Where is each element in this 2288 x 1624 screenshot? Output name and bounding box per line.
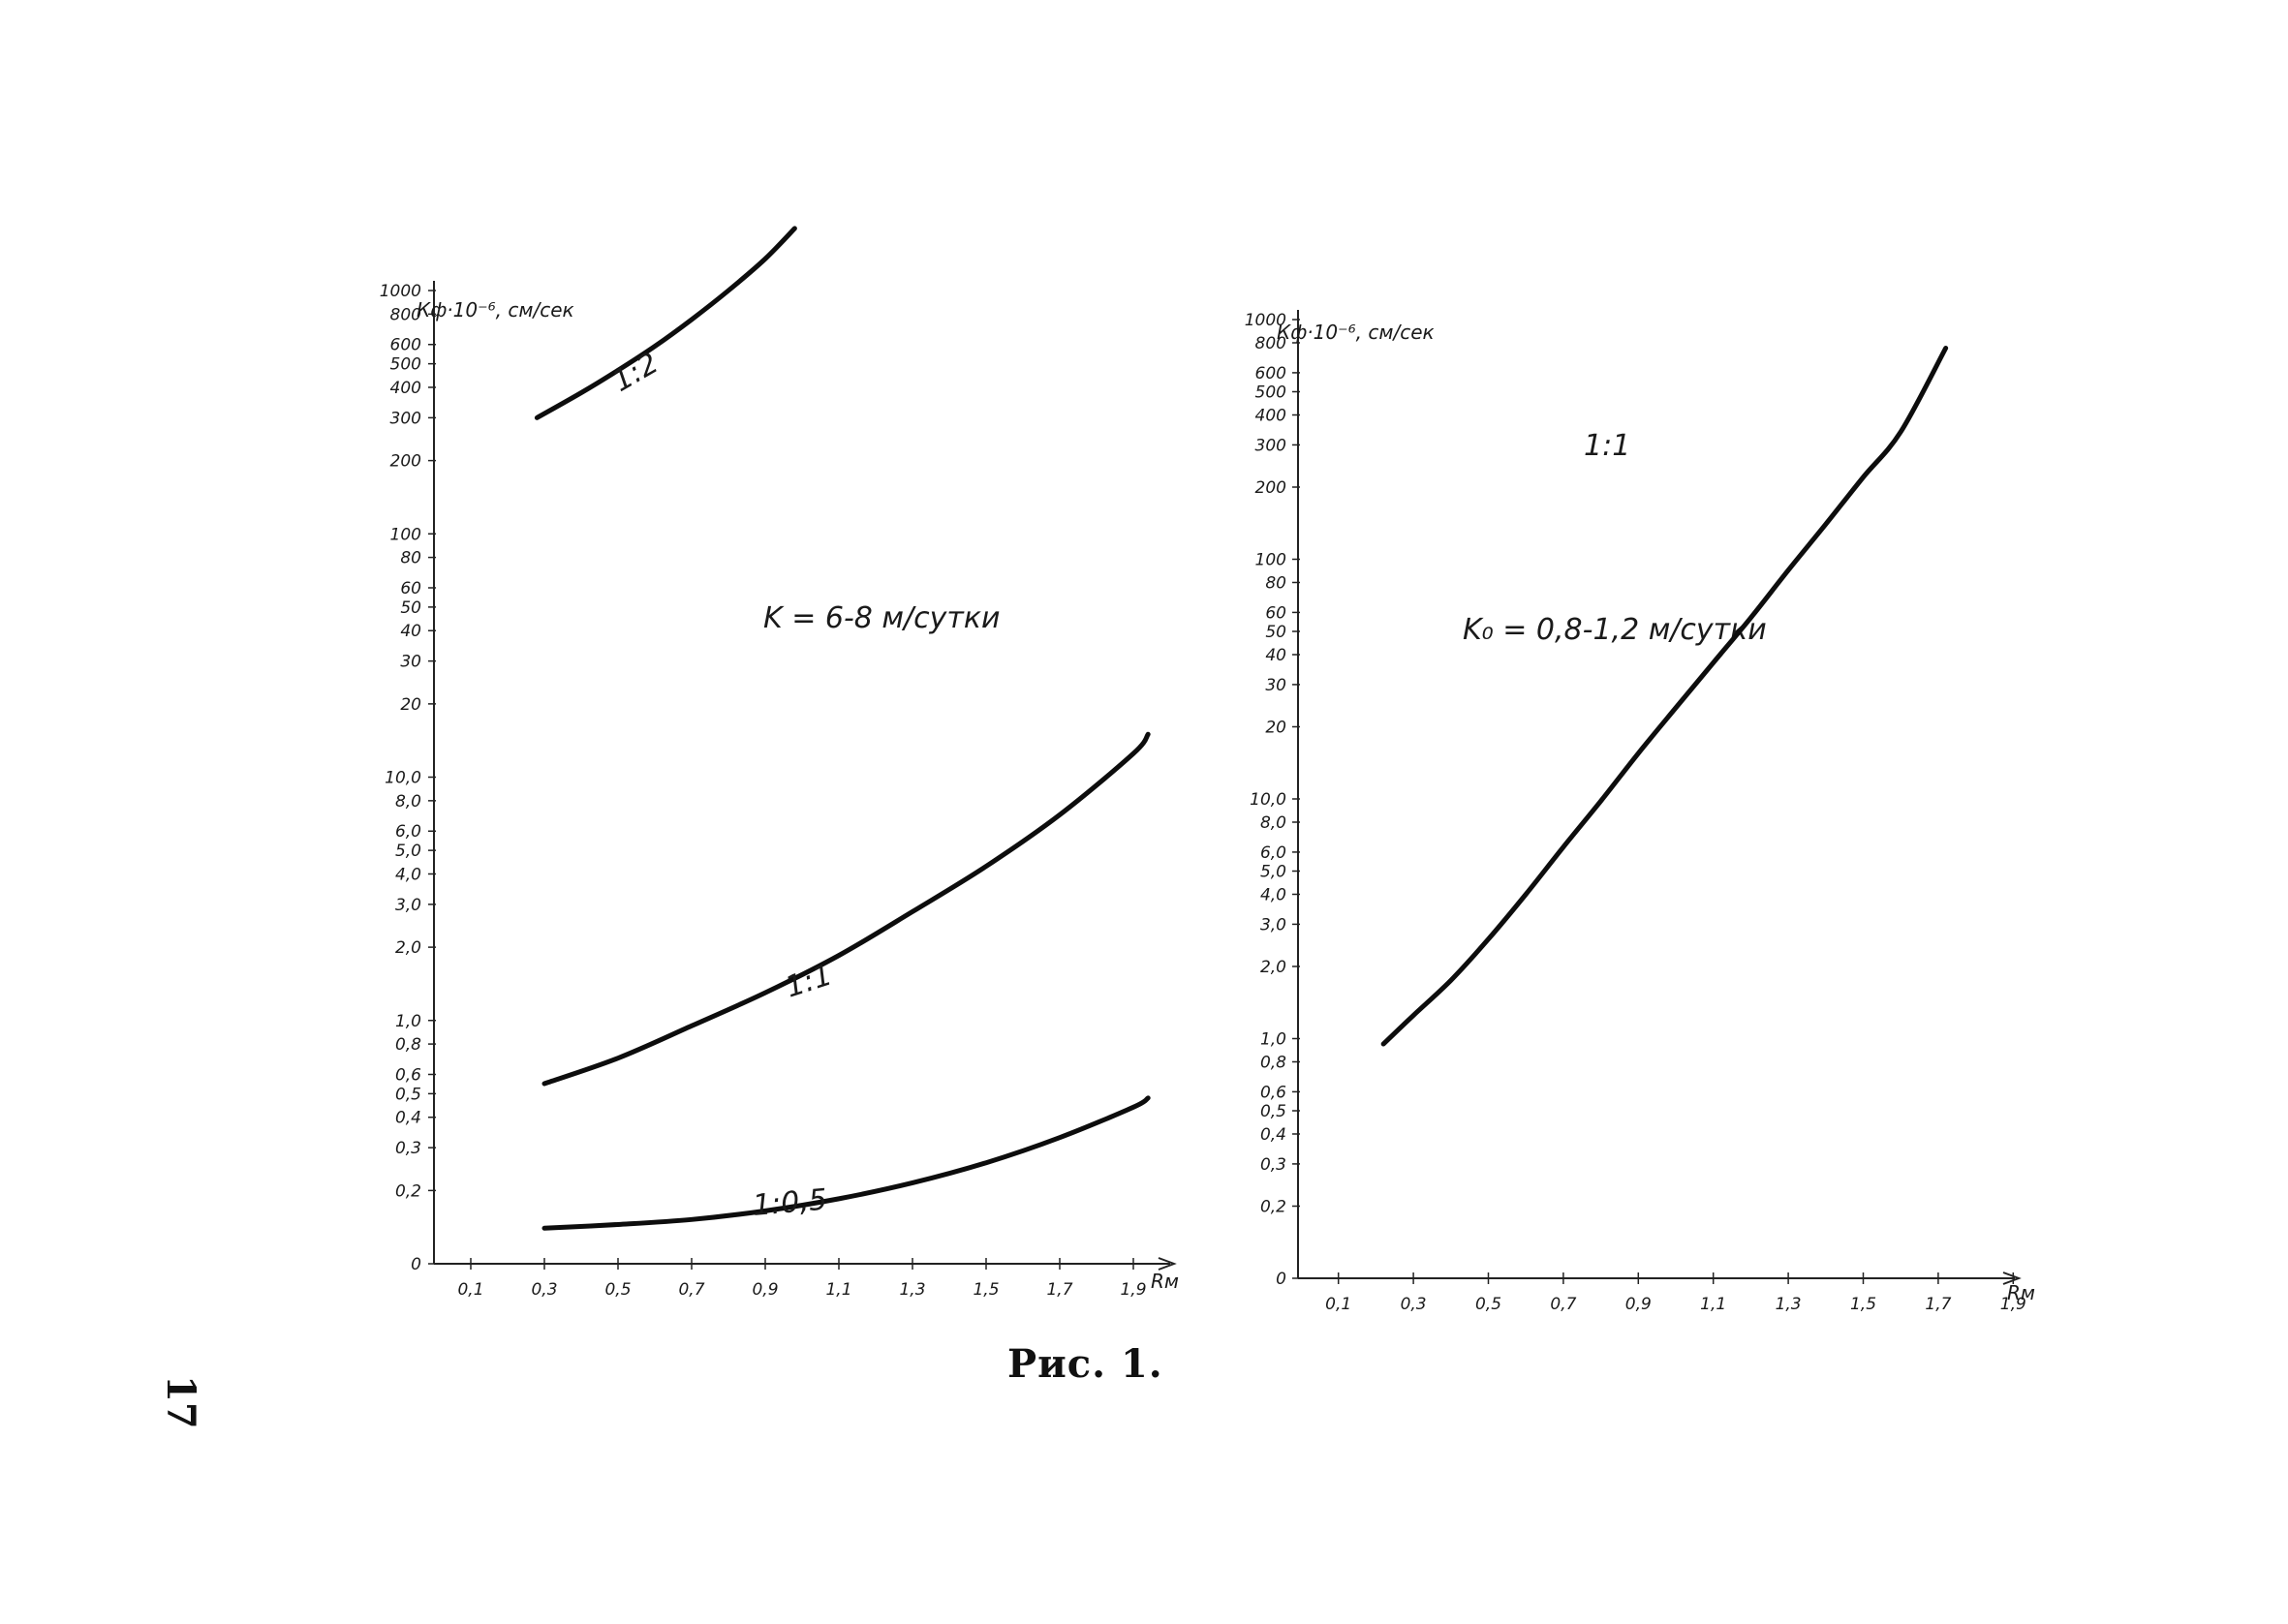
y-tick-label: 0,6 (1260, 1083, 1286, 1102)
series-label: 1:0,5 (752, 1182, 829, 1223)
y-tick-label: 30 (1265, 676, 1286, 695)
y-tick-label: 40 (400, 622, 421, 641)
y-tick-label: 100 (1255, 551, 1286, 570)
y-tick-label: 60 (400, 579, 421, 598)
y-tick-label: 80 (1265, 573, 1286, 593)
y-tick-label: 30 (400, 653, 421, 672)
y-tick-label: 6,0 (1260, 843, 1286, 863)
x-tick-label: 0,7 (678, 1280, 704, 1300)
y-tick-label: 500 (390, 355, 421, 375)
chart-annotation: K = 6-8 м/сутки (763, 601, 1001, 635)
y-tick-label: 0 (411, 1255, 421, 1274)
series-label: 1:2 (607, 346, 665, 398)
y-tick-label: 0,8 (1260, 1053, 1286, 1072)
y-tick-label: 100 (390, 525, 421, 544)
y-tick-label: 0,2 (1260, 1197, 1286, 1216)
y-tick-label: 10,0 (1250, 790, 1286, 810)
y-tick-label: 2,0 (395, 938, 421, 958)
x-tick-label: 0,1 (1325, 1295, 1351, 1314)
y-tick-label: 60 (1265, 603, 1286, 623)
series-label: 1:1 (1584, 429, 1630, 463)
y-tick-label: 300 (1255, 436, 1286, 455)
y-tick-label: 50 (400, 598, 421, 618)
y-tick-label: 400 (390, 379, 421, 398)
x-tick-label: 0,5 (1475, 1295, 1501, 1314)
y-tick-label: 600 (1255, 364, 1286, 383)
y-tick-label: 20 (1265, 718, 1286, 737)
y-axis-title: Кф·10⁻⁶, см/сек (417, 298, 574, 322)
y-tick-label: 10,0 (385, 769, 421, 788)
y-tick-label: 50 (1265, 623, 1286, 642)
y-tick-label: 0,4 (1260, 1125, 1286, 1145)
y-tick-label: 20 (400, 695, 421, 715)
y-tick-label: 3,0 (395, 896, 421, 915)
x-tick-label: 0,9 (752, 1280, 778, 1300)
y-tick-label: 4,0 (395, 865, 421, 884)
y-tick-label: 4,0 (1260, 885, 1286, 904)
y-tick-label: 2,0 (1260, 958, 1286, 977)
y-tick-label: 6,0 (395, 822, 421, 842)
x-axis-arrow (1158, 1257, 1177, 1271)
y-tick-label: 200 (390, 452, 421, 472)
x-tick-label: 1,1 (825, 1280, 851, 1300)
y-tick-label: 0,8 (395, 1035, 421, 1055)
y-tick-label: 1,0 (1260, 1030, 1286, 1050)
x-tick-label: 1,5 (1850, 1295, 1876, 1314)
x-tick-label: 0,7 (1550, 1295, 1576, 1314)
x-tick-label: 1,7 (1046, 1280, 1072, 1300)
x-tick-label: 1,3 (899, 1280, 925, 1300)
chart-annotation: K₀ = 0,8-1,2 м/сутки (1463, 613, 1767, 647)
y-tick-label: 8,0 (395, 792, 421, 812)
y-tick-label: 200 (1255, 478, 1286, 498)
y-tick-label: 0 (1276, 1270, 1286, 1289)
series-line (1380, 345, 1949, 1047)
y-tick-label: 80 (400, 549, 421, 568)
x-tick-label: 1,9 (2000, 1295, 2026, 1314)
x-tick-label: 1,7 (1925, 1295, 1951, 1314)
y-tick-label: 600 (390, 336, 421, 355)
x-tick-label: 0,3 (1401, 1295, 1427, 1314)
page-number: 17 (158, 1375, 203, 1429)
y-tick-label: 40 (1265, 646, 1286, 665)
chart-right: 00,20,30,40,50,60,81,02,03,04,05,06,08,0… (1245, 310, 2035, 1314)
y-tick-label: 0,2 (395, 1181, 421, 1201)
y-tick-label: 0,4 (395, 1109, 421, 1128)
y-tick-label: 0,6 (395, 1065, 421, 1085)
chart-left: 00,20,30,40,50,60,81,02,03,04,05,06,08,0… (380, 226, 1179, 1300)
x-tick-label: 0,5 (604, 1280, 631, 1300)
x-tick-label: 0,1 (457, 1280, 483, 1300)
x-tick-label: 1,5 (973, 1280, 999, 1300)
y-tick-label: 8,0 (1260, 813, 1286, 833)
y-tick-label: 1000 (380, 282, 421, 301)
x-tick-label: 1,3 (1776, 1295, 1802, 1314)
series-label: 1:1 (782, 958, 837, 1004)
y-tick-label: 5,0 (395, 842, 421, 861)
y-tick-label: 1,0 (395, 1012, 421, 1031)
x-tick-label: 0,9 (1625, 1295, 1652, 1314)
y-tick-label: 800 (390, 305, 421, 324)
y-tick-label: 400 (1255, 406, 1286, 425)
y-tick-label: 0,3 (395, 1139, 421, 1158)
y-axis-title: Кф·10⁻⁶, см/сек (1277, 321, 1435, 344)
x-tick-label: 0,3 (531, 1280, 557, 1300)
x-axis-title: Rм (1151, 1270, 1179, 1293)
y-tick-label: 5,0 (1260, 863, 1286, 882)
y-tick-label: 0,3 (1260, 1155, 1286, 1175)
y-tick-label: 0,5 (1260, 1102, 1286, 1121)
y-tick-label: 1000 (1245, 311, 1286, 330)
x-axis-title: Rм (2007, 1281, 2035, 1304)
series-line (541, 1095, 1151, 1231)
figure-caption: Рис. 1. (1007, 1341, 1163, 1387)
x-tick-label: 1,1 (1700, 1295, 1726, 1314)
y-tick-label: 0,5 (395, 1085, 421, 1104)
x-tick-label: 1,9 (1120, 1280, 1146, 1300)
y-tick-label: 500 (1255, 383, 1286, 403)
y-tick-label: 800 (1255, 334, 1286, 353)
y-tick-label: 300 (390, 409, 421, 428)
y-tick-label: 3,0 (1260, 915, 1286, 935)
series-line (541, 731, 1151, 1087)
x-axis-arrow (2002, 1272, 2022, 1285)
series-line (534, 226, 797, 420)
